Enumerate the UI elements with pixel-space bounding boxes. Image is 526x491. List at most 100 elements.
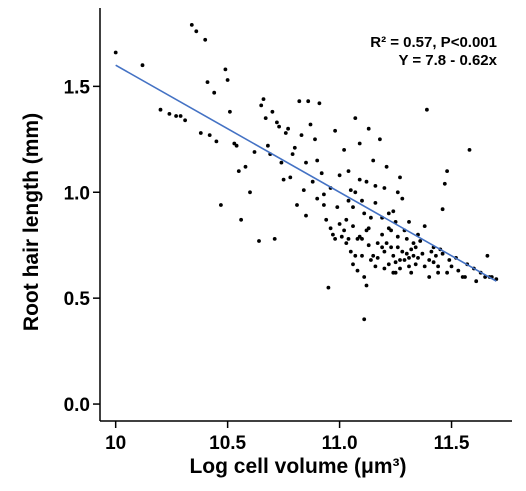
data-point	[290, 152, 295, 157]
data-point	[456, 268, 461, 273]
data-point	[243, 164, 248, 169]
data-point	[362, 211, 367, 216]
data-point	[380, 245, 384, 250]
data-point	[485, 253, 490, 258]
data-point	[299, 133, 304, 138]
data-point	[391, 209, 396, 214]
x-tick-label: 11.5	[434, 433, 470, 454]
data-point	[228, 109, 232, 114]
data-point	[440, 251, 445, 256]
data-point	[427, 275, 432, 279]
x-axis-label: Log cell volume (μm³)	[189, 455, 406, 478]
data-point	[194, 29, 199, 34]
data-point	[348, 188, 353, 193]
data-point	[447, 258, 452, 262]
data-point	[346, 198, 351, 203]
x-tick-label: 10	[105, 433, 126, 454]
data-point	[223, 67, 228, 72]
annotation-stats: R² = 0.57, P<0.001	[370, 34, 497, 51]
data-point	[371, 158, 376, 163]
data-point	[333, 128, 337, 133]
data-point	[351, 262, 355, 267]
data-point	[353, 116, 358, 120]
data-point	[382, 266, 387, 271]
data-point	[398, 258, 402, 262]
data-point	[339, 234, 344, 239]
data-point	[331, 232, 335, 237]
data-point	[386, 262, 391, 267]
axes	[99, 8, 512, 422]
data-point	[328, 226, 333, 231]
data-point	[360, 237, 364, 241]
data-point	[346, 237, 351, 241]
data-point	[442, 181, 447, 186]
data-point	[427, 258, 432, 262]
data-point	[375, 241, 380, 246]
data-point	[389, 228, 393, 233]
data-point	[366, 226, 371, 231]
data-point	[416, 256, 420, 260]
data-point	[395, 190, 400, 195]
data-point	[140, 63, 145, 68]
data-point	[189, 23, 194, 27]
data-point	[436, 270, 440, 275]
data-point	[360, 198, 364, 203]
data-point	[413, 245, 418, 250]
data-point	[333, 237, 337, 241]
data-point	[315, 196, 320, 201]
data-points	[113, 23, 499, 322]
data-point	[301, 188, 306, 193]
data-point	[272, 237, 277, 241]
data-point	[373, 184, 378, 188]
data-point	[393, 260, 398, 265]
data-point	[425, 107, 429, 112]
y-axis-label: Root hair length (mm)	[20, 113, 43, 331]
data-point	[342, 148, 346, 152]
data-point	[364, 283, 369, 288]
data-point	[236, 169, 241, 174]
data-point	[373, 264, 378, 269]
data-point	[422, 264, 427, 269]
data-point	[382, 186, 387, 190]
data-point	[234, 143, 239, 148]
data-point	[348, 249, 353, 254]
data-point	[398, 266, 402, 271]
data-point	[357, 177, 362, 182]
data-point	[263, 116, 268, 120]
data-point	[317, 101, 322, 106]
data-point	[445, 270, 449, 275]
data-point	[422, 224, 427, 229]
data-point	[389, 245, 393, 250]
data-point	[351, 205, 355, 210]
data-point	[418, 239, 423, 243]
data-point	[203, 37, 208, 42]
data-point	[404, 237, 409, 241]
data-point	[474, 279, 479, 284]
data-point	[344, 217, 349, 222]
data-point	[378, 137, 382, 142]
y-tick-label: 0.0	[64, 395, 90, 416]
data-point	[353, 253, 358, 258]
data-point	[346, 169, 351, 174]
data-point	[373, 201, 378, 205]
data-point	[463, 275, 467, 279]
data-point	[306, 99, 311, 104]
data-point	[411, 253, 416, 258]
data-point	[257, 239, 261, 243]
data-point	[420, 251, 425, 256]
data-point	[310, 179, 315, 184]
data-point	[275, 120, 279, 125]
data-point	[413, 262, 418, 267]
data-point	[205, 80, 210, 84]
data-point	[362, 317, 367, 322]
data-point	[158, 107, 163, 112]
data-point	[342, 228, 346, 233]
data-point	[369, 215, 373, 220]
data-point	[366, 243, 371, 248]
y-ticks: 0.0 0.5 1.0 1.5	[64, 77, 100, 416]
x-tick-label: 10.5	[209, 433, 246, 454]
data-point	[386, 211, 391, 216]
data-point	[277, 124, 281, 129]
data-point	[252, 150, 257, 154]
